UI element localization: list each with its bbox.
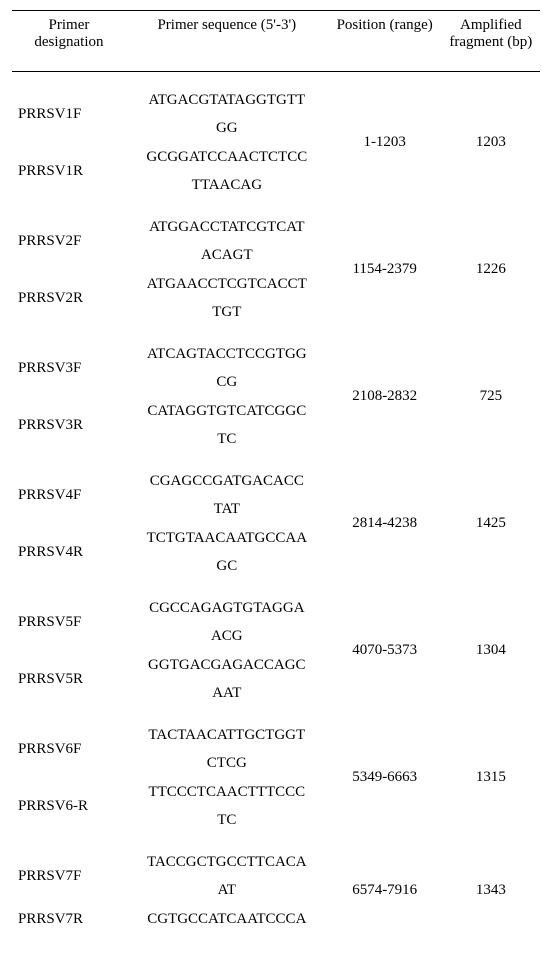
primer-fwd-name: PRRSV6F [12,721,126,778]
primer-rev-name: PRRSV1R [12,143,126,200]
row-spacer [12,72,540,87]
row-spacer [12,707,540,721]
primer-fwd-seq-line2: ACG [126,622,328,650]
primer-rev-seq-line2: AAT [126,679,328,707]
primer-fwd-seq-line2: ACAGT [126,241,328,269]
primer-fwd-seq-line1: ATGACGTATAGGTGTT [126,86,328,114]
primer-fwd-name: PRRSV5F [12,594,126,651]
primer-fwd-seq-line2: CTCG [126,749,328,777]
primer-fwd-seq-line1: CGCCAGAGTGTAGGA [126,594,328,622]
table-row: PRRSV5FCGCCAGAGTGTAGGA4070-53731304 [12,594,540,622]
primer-fwd-seq-line1: ATGGACCTATCGTCAT [126,213,328,241]
table-row: PRRSV7FTACCGCTGCCTTCACA6574-79161343 [12,848,540,876]
primer-rev-seq-line2: TTAACAG [126,171,328,199]
primer-position: 1-1203 [328,86,442,199]
primer-rev-name: PRRSV2R [12,270,126,327]
primer-amplified: 1226 [442,213,540,326]
primer-fwd-seq-line1: TACTAACATTGCTGGT [126,721,328,749]
table-row: PRRSV1FATGACGTATAGGTGTT1-12031203 [12,86,540,114]
primer-amplified: 1315 [442,721,540,834]
primer-fwd-seq-line1: TACCGCTGCCTTCACA [126,848,328,876]
primer-position: 4070-5373 [328,594,442,707]
row-spacer [12,580,540,594]
header-row: Primer designation Primer sequence (5'-3… [12,11,540,72]
primer-amplified: 1343 [442,848,540,933]
primer-rev-seq-line2: TC [126,425,328,453]
primer-rev-seq-line2: TC [126,806,328,834]
primer-rev-seq-line1: TTCCCTCAACTTTCCC [126,778,328,806]
header-amplified: Amplified fragment (bp) [442,11,540,72]
primer-position: 2108-2832 [328,340,442,453]
primer-amplified: 725 [442,340,540,453]
table-row: PRRSV2FATGGACCTATCGTCAT1154-23791226 [12,213,540,241]
primer-amplified: 1425 [442,467,540,580]
header-designation: Primer designation [12,11,126,72]
table-row: PRRSV4FCGAGCCGATGACACC2814-42381425 [12,467,540,495]
primer-fwd-seq-line1: CGAGCCGATGACACC [126,467,328,495]
primer-table: Primer designation Primer sequence (5'-3… [12,10,540,933]
primer-position: 5349-6663 [328,721,442,834]
primer-fwd-name: PRRSV3F [12,340,126,397]
primer-rev-seq-line1: GGTGACGAGACCAGC [126,651,328,679]
primer-rev-seq-line1: TCTGTAACAATGCCAA [126,524,328,552]
primer-rev-name: PRRSV7R [12,905,126,933]
primer-table-body: PRRSV1FATGACGTATAGGTGTT1-12031203GGPRRSV… [12,72,540,933]
table-row: PRRSV3FATCAGTACCTCCGTGG2108-2832725 [12,340,540,368]
primer-rev-seq-line1: CATAGGTGTCATCGGC [126,397,328,425]
primer-position: 1154-2379 [328,213,442,326]
header-position: Position (range) [328,11,442,72]
primer-rev-seq-line1: CGTGCCATCAATCCCA [126,905,328,933]
table-row: PRRSV6FTACTAACATTGCTGGT5349-66631315 [12,721,540,749]
header-sequence: Primer sequence (5'-3') [126,11,328,72]
row-spacer [12,834,540,848]
row-spacer [12,326,540,340]
primer-fwd-name: PRRSV7F [12,848,126,905]
row-spacer [12,453,540,467]
primer-rev-name: PRRSV6-R [12,778,126,835]
primer-rev-seq-line1: GCGGATCCAACTCTCC [126,143,328,171]
primer-position: 6574-7916 [328,848,442,933]
primer-rev-name: PRRSV5R [12,651,126,708]
primer-rev-seq-line2: GC [126,552,328,580]
primer-rev-name: PRRSV3R [12,397,126,454]
primer-fwd-name: PRRSV2F [12,213,126,270]
primer-rev-name: PRRSV4R [12,524,126,581]
page-root: Primer designation Primer sequence (5'-3… [0,0,552,953]
primer-fwd-seq-line1: ATCAGTACCTCCGTGG [126,340,328,368]
primer-fwd-seq-line2: AT [126,876,328,904]
primer-fwd-seq-line2: GG [126,114,328,142]
primer-fwd-seq-line2: TAT [126,495,328,523]
primer-amplified: 1203 [442,86,540,199]
primer-fwd-name: PRRSV4F [12,467,126,524]
primer-fwd-name: PRRSV1F [12,86,126,143]
primer-rev-seq-line2: TGT [126,298,328,326]
primer-amplified: 1304 [442,594,540,707]
primer-position: 2814-4238 [328,467,442,580]
primer-fwd-seq-line2: CG [126,368,328,396]
primer-rev-seq-line1: ATGAACCTCGTCACCT [126,270,328,298]
row-spacer [12,199,540,213]
